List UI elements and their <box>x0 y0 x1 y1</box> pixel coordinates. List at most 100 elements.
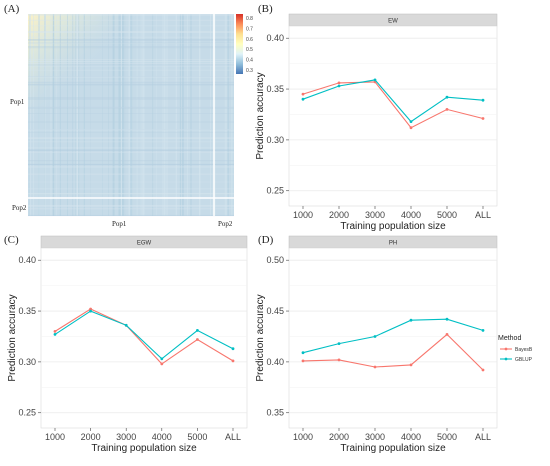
plot-area <box>40 247 248 429</box>
y-tick-label: 0.25 <box>18 408 36 418</box>
heatmap-stripe <box>163 14 164 216</box>
colorbar-tick-label: 0.4 <box>246 58 253 64</box>
x-tick-label: ALL <box>475 432 491 442</box>
heatmap-stripe <box>28 59 234 60</box>
heatmap-stripe <box>28 76 234 78</box>
heatmap-stripe <box>102 14 103 216</box>
panel-label: (B) <box>258 3 273 15</box>
heatmap-stripe <box>28 46 234 48</box>
heatmap-stripe <box>28 25 234 27</box>
data-point-gblup <box>124 323 128 327</box>
heatmap-stripe <box>28 42 234 44</box>
legend-key-point <box>504 347 508 351</box>
heatmap-stripe <box>28 19 234 21</box>
heatmap-stripe <box>75 14 77 216</box>
heatmap-stripe <box>28 31 234 33</box>
x-tick-label: 5000 <box>437 432 457 442</box>
data-point-gblup <box>301 351 305 355</box>
heatmap-stripe <box>129 14 131 216</box>
heatmap-stripe <box>212 14 214 216</box>
heatmap-stripe <box>28 149 234 151</box>
heatmap-stripe <box>28 149 234 151</box>
heatmap-stripe <box>28 107 234 109</box>
colorbar-tick-label: 0.3 <box>246 68 253 74</box>
heatmap-stripe <box>130 14 131 216</box>
heatmap-stripe <box>28 121 234 123</box>
data-point-gblup <box>89 309 92 313</box>
heatmap-stripe <box>28 31 234 32</box>
heatmap-stripe <box>83 14 85 216</box>
heatmap-stripe <box>231 14 232 216</box>
y-axis-title: Prediction accuracy <box>7 294 18 381</box>
data-point-bayesb <box>409 363 413 367</box>
data-point-bayesb <box>409 126 413 130</box>
colorbar-ticks: 0.8 0.7 0.6 0.5 0.4 0.3 <box>246 16 253 74</box>
legend-entry-label: GBLUP <box>515 357 533 363</box>
heatmap-stripe <box>225 14 227 216</box>
y-axis-title: Prediction accuracy <box>255 72 266 159</box>
heatmap-stripe <box>28 39 234 40</box>
y-tick-label: 0.35 <box>266 84 284 94</box>
x-tick-label: 4000 <box>401 210 421 220</box>
x-tick-label: ALL <box>225 432 241 442</box>
heatmap-colorbar <box>236 14 243 74</box>
heatmap-stripe <box>187 14 188 216</box>
heatmap-stripe <box>28 208 234 210</box>
panel-label-a: (A) <box>4 3 20 15</box>
y-tick-label: 0.30 <box>18 357 36 367</box>
data-point-gblup <box>160 357 164 361</box>
data-point-bayesb <box>160 362 164 366</box>
heatmap-stripe <box>72 14 74 216</box>
heatmap-stripe <box>38 14 40 216</box>
x-tick-label: 3000 <box>116 432 136 442</box>
heatmap-stripe <box>175 14 177 216</box>
heatmap-stripe <box>28 151 234 153</box>
series-line-bayesb <box>302 333 484 371</box>
facet-strip-label: PH <box>389 241 397 247</box>
data-point-bayesb <box>481 368 485 372</box>
x-tick-label: 5000 <box>437 210 457 220</box>
data-point-gblup <box>481 329 485 332</box>
panel-b: (B) EW 0.25 0.30 0.35 0.40 1000 2000 3000 4000 500… <box>255 3 498 232</box>
data-point-gblup <box>373 335 377 338</box>
heatmap-stripe <box>118 14 120 216</box>
heatmap-stripe <box>28 39 234 41</box>
heatmap-stripe <box>28 113 234 114</box>
data-point-bayesb <box>337 81 341 85</box>
data-point-bayesb <box>373 365 377 369</box>
heatmap-stripe <box>67 14 68 216</box>
heatmap-panel: (A) Pop1 Pop2 Pop1 Pop2 0.80.70.60.50.40… <box>4 3 253 228</box>
heatmap-stripe <box>142 14 144 216</box>
data-point-gblup <box>373 78 377 82</box>
y-tick-label: 0.30 <box>266 135 284 145</box>
data-point-bayesb <box>481 117 485 120</box>
heatmap-row-label-pop1: Pop1 <box>10 98 25 106</box>
facet-strip-label: EW <box>388 19 398 25</box>
heatmap-stripe <box>232 14 234 216</box>
heatmap-stripe <box>78 14 80 216</box>
plot-area <box>288 25 498 207</box>
colorbar-tick-label: 0.8 <box>246 16 253 22</box>
heatmap-stripe <box>28 163 234 165</box>
x-tick-label: 2000 <box>329 432 349 442</box>
heatmap-stripe <box>166 14 168 216</box>
y-tick-label: 0.50 <box>266 255 284 265</box>
heatmap-stripe <box>28 188 234 190</box>
series-line-gblup <box>54 310 234 360</box>
heatmap-stripe <box>28 147 234 149</box>
data-point-bayesb <box>89 307 92 311</box>
data-point-bayesb <box>445 108 449 111</box>
heatmap-stripe <box>28 31 234 32</box>
y-tick-label: 0.40 <box>266 357 284 367</box>
heatmap-row-label-pop2: Pop2 <box>12 204 27 212</box>
x-tick-label: 4000 <box>401 432 421 442</box>
heatmap-stripe <box>28 205 234 207</box>
x-axis-title: Training population size <box>340 443 446 454</box>
x-tick-label: 2000 <box>329 210 349 220</box>
heatmap-stripe <box>28 132 234 133</box>
heatmap-stripe <box>28 107 234 109</box>
heatmap-stripe <box>59 14 61 216</box>
heatmap-stripe <box>28 61 234 63</box>
data-point-bayesb <box>445 333 449 336</box>
heatmap-stripe <box>108 14 109 216</box>
